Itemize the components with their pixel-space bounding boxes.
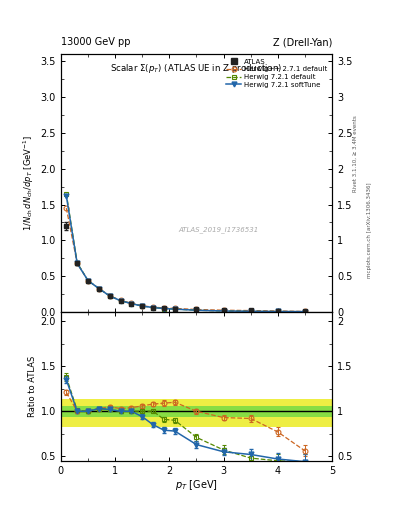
Text: mcplots.cern.ch [arXiv:1306.3436]: mcplots.cern.ch [arXiv:1306.3436] xyxy=(367,183,372,278)
Bar xyxy=(61,399,332,428)
Y-axis label: $1/N_\mathrm{ch}\,dN_\mathrm{ch}/dp_T\ [\mathrm{GeV}^{-1}]$: $1/N_\mathrm{ch}\,dN_\mathrm{ch}/dp_T\ [… xyxy=(22,135,37,231)
Text: Scalar $\Sigma(p_T)$ (ATLAS UE in Z production): Scalar $\Sigma(p_T)$ (ATLAS UE in Z prod… xyxy=(110,61,283,75)
Legend: ATLAS, Herwig++ 2.7.1 default, Herwig 7.2.1 default, Herwig 7.2.1 softTune: ATLAS, Herwig++ 2.7.1 default, Herwig 7.… xyxy=(224,57,329,89)
Text: Rivet 3.1.10, ≥ 3.4M events: Rivet 3.1.10, ≥ 3.4M events xyxy=(353,115,358,192)
Text: Z (Drell-Yan): Z (Drell-Yan) xyxy=(273,37,332,47)
Y-axis label: Ratio to ATLAS: Ratio to ATLAS xyxy=(28,356,37,417)
Text: ATLAS_2019_I1736531: ATLAS_2019_I1736531 xyxy=(178,226,258,233)
Bar xyxy=(61,406,332,417)
Text: 13000 GeV pp: 13000 GeV pp xyxy=(61,37,130,47)
X-axis label: $p_T\ [\mathrm{GeV}]$: $p_T\ [\mathrm{GeV}]$ xyxy=(175,478,218,493)
